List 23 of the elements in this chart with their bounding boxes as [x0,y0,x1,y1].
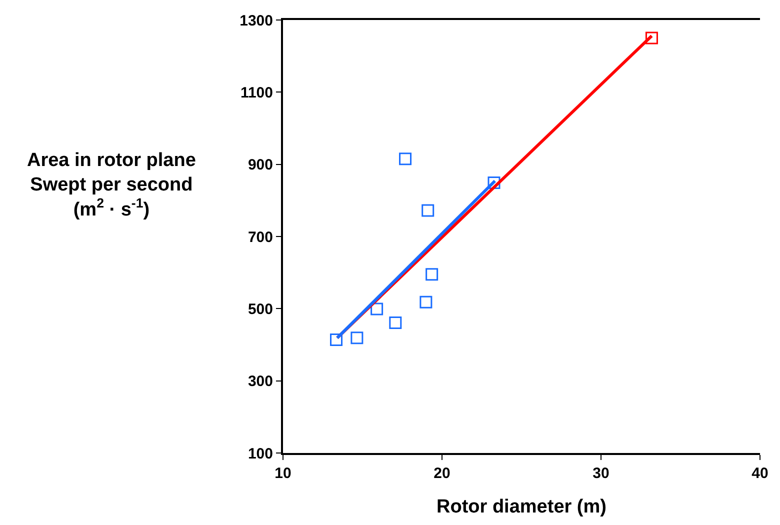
y-tick-label: 100 [248,445,273,462]
y-axis-title: Area in rotor plane Swept per second (m$^{2}$ · s$^{-1}$) [27,150,196,220]
point [370,302,384,316]
y-tick-label: 1300 [240,12,273,30]
point [488,176,500,189]
point [399,152,412,166]
point [645,32,658,44]
point [420,296,432,308]
y-tick-label: 1100 [240,84,273,102]
x-tick-label: 40 [752,465,768,482]
point [330,333,343,346]
point [350,332,364,344]
point [426,268,438,281]
x-tick-label: 30 [592,465,610,482]
point [389,316,402,329]
y-tick-label: 300 [248,373,273,390]
point [422,204,434,217]
y-tick-label: 500 [248,300,273,318]
y-tick-label: 700 [248,228,273,246]
x-tick-label: 10 [274,465,292,482]
x-tick-label: 20 [434,465,450,482]
y-tick-label: 900 [248,156,273,174]
x-axis-title: Rotor diameter (m) [436,496,606,518]
